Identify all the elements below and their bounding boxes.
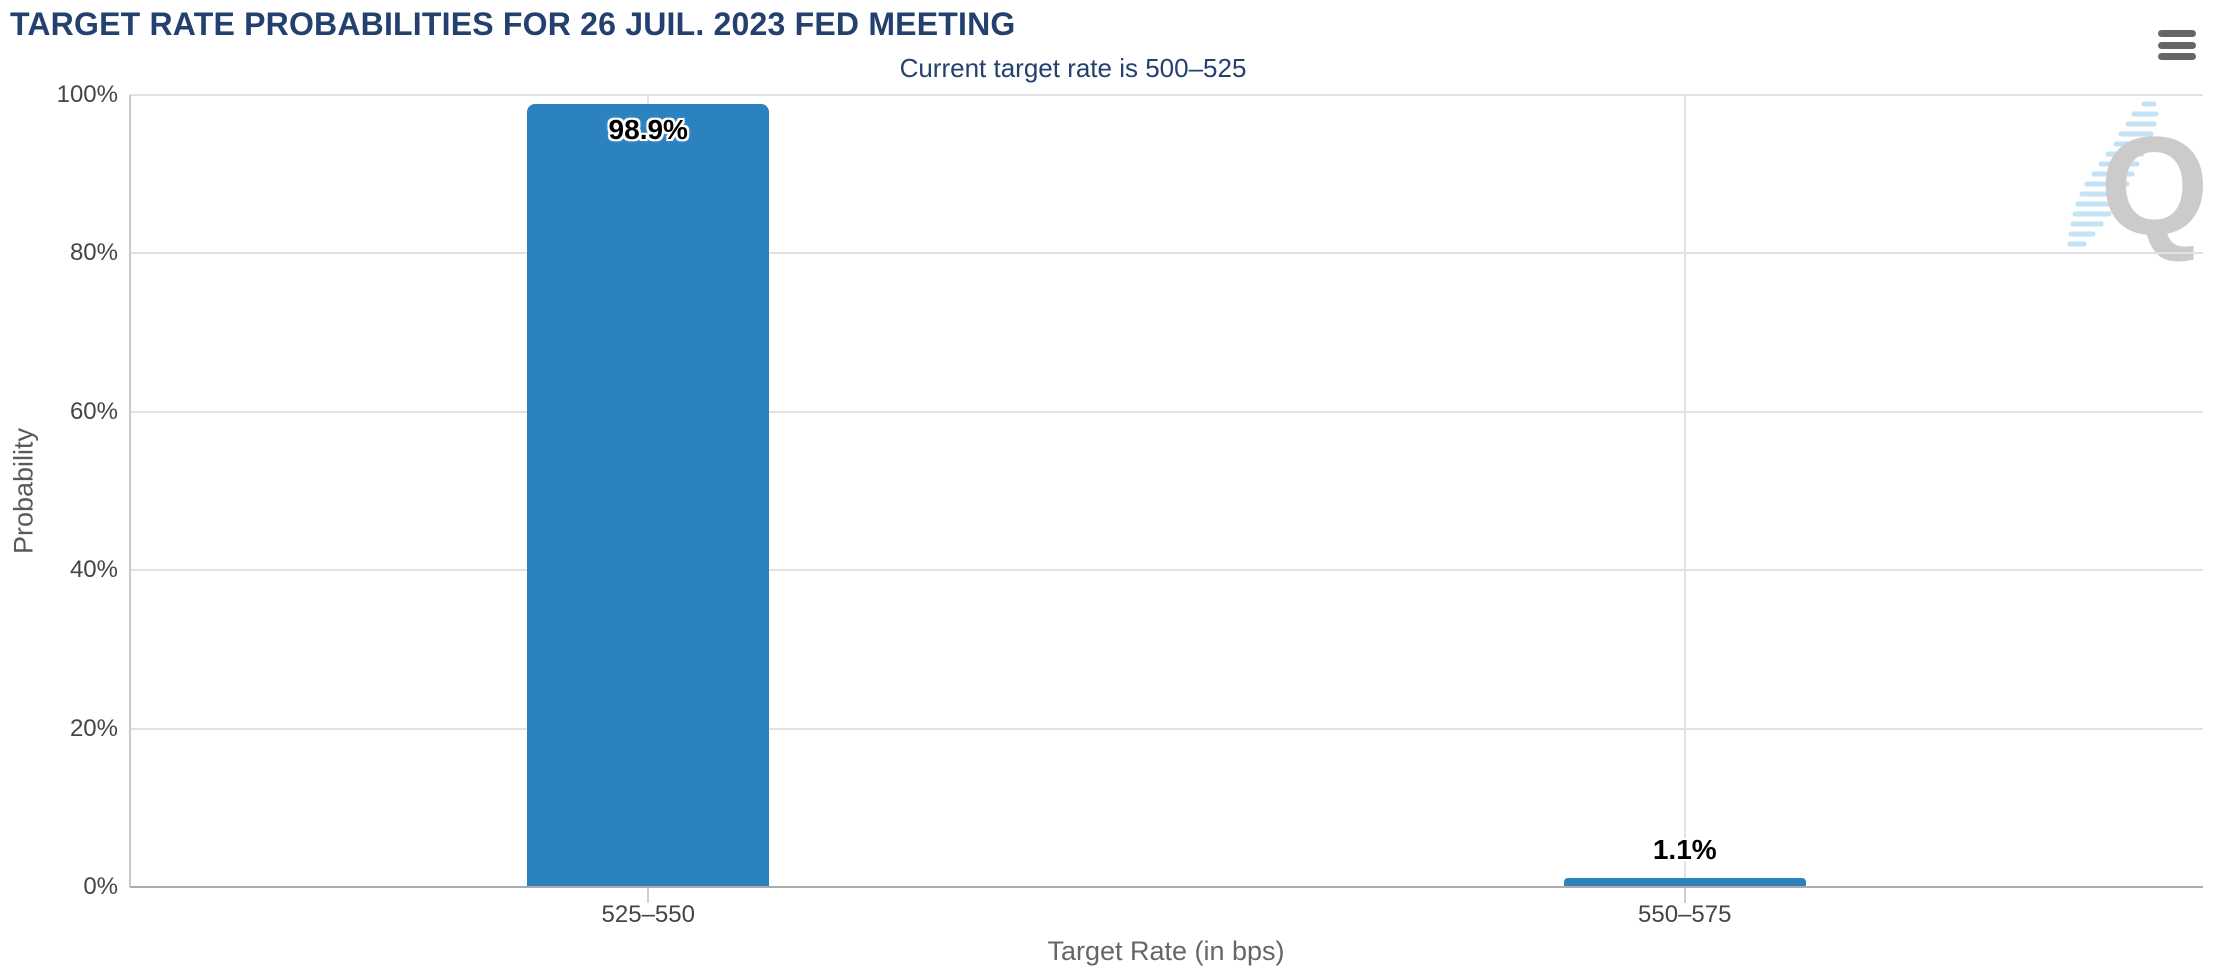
y-gridline bbox=[130, 569, 2203, 572]
export-menu-button[interactable] bbox=[2158, 28, 2196, 62]
chart-title: TARGET RATE PROBABILITIES FOR 26 JUIL. 2… bbox=[10, 6, 1016, 42]
y-axis-line bbox=[129, 95, 131, 887]
y-axis-tick-label: 100% bbox=[56, 81, 118, 108]
hamburger-menu-icon bbox=[2158, 41, 2196, 49]
data-label: 98.9% bbox=[608, 113, 688, 145]
y-axis-tick-label: 40% bbox=[69, 556, 118, 584]
y-gridline bbox=[130, 410, 2203, 413]
quikstrike-watermark-icon: Q bbox=[2067, 101, 2209, 264]
x-axis-line bbox=[130, 886, 2203, 888]
y-gridline bbox=[130, 727, 2203, 730]
y-gridline bbox=[130, 252, 2203, 255]
y-axis-tick-label: 20% bbox=[69, 714, 118, 742]
hamburger-menu-icon bbox=[2158, 30, 2196, 37]
x-gridline bbox=[1683, 95, 1686, 887]
data-label: 1.1% bbox=[1652, 834, 1717, 866]
y-axis-tick-label: 80% bbox=[69, 239, 118, 267]
y-axis-title: Probability bbox=[8, 427, 39, 555]
x-axis-title: Target Rate (in bps) bbox=[1047, 936, 1285, 966]
chart-subtitle: Current target rate is 500–525 bbox=[899, 53, 1247, 83]
y-axis-tick-label: 60% bbox=[69, 397, 118, 425]
bar-525–550[interactable] bbox=[527, 103, 770, 887]
y-axis-tick-label: 0% bbox=[83, 873, 118, 900]
plot-area: 98.9% 525–550 1.1% 550–575 bbox=[129, 94, 2203, 928]
x-axis-category-label: 525–550 bbox=[601, 901, 695, 928]
bar-550–575[interactable] bbox=[1563, 878, 1806, 887]
watermark-q-letter: Q bbox=[2100, 107, 2209, 264]
x-axis-category-label: 550–575 bbox=[1638, 901, 1732, 928]
x-axis-tick bbox=[1683, 887, 1686, 903]
x-axis-tick bbox=[647, 887, 650, 903]
y-gridline bbox=[130, 94, 2203, 96]
hamburger-menu-icon bbox=[2158, 53, 2196, 60]
